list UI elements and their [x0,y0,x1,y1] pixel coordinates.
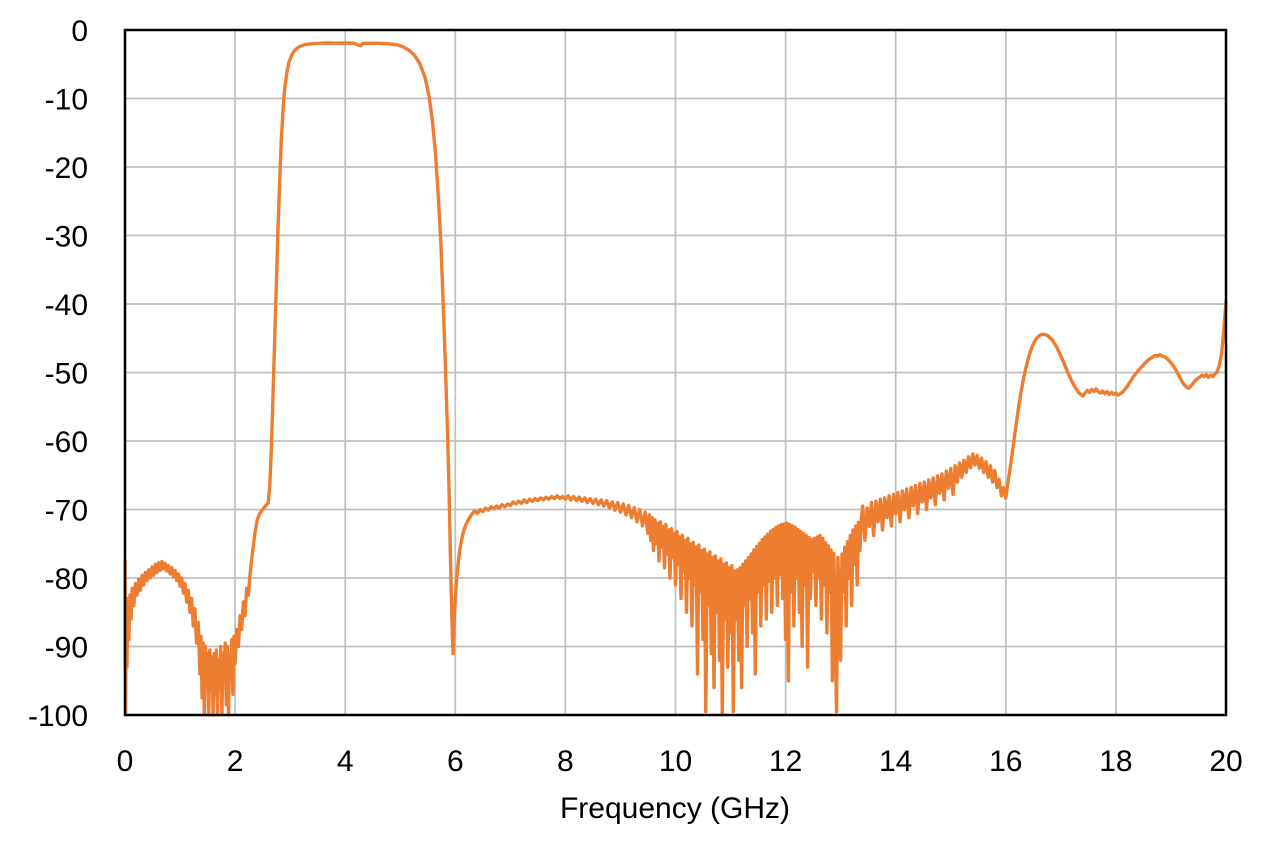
series-group [123,41,1228,717]
y-tick-label: -10 [45,84,88,117]
x-tick-label: 16 [989,745,1022,778]
x-tick-label: 8 [557,745,574,778]
series-line [123,41,1228,717]
x-axis-tick-labels: 0 2 4 6 8 10 12 14 16 18 20 [117,745,1243,778]
y-axis-tick-labels: 0 -10 -20 -30 -40 -50 -60 -70 -80 -90 -100 [28,15,88,733]
y-tick-label: -40 [45,289,88,322]
x-tick-label: 6 [447,745,464,778]
plot-border [123,28,1228,717]
y-tick-label: -90 [45,632,88,665]
y-tick-label: -70 [45,495,88,528]
y-tick-label: -60 [45,426,88,459]
y-tick-label: -20 [45,152,88,185]
y-tick-label: -50 [45,358,88,391]
y-tick-label: 0 [71,15,88,48]
x-tick-label: 4 [337,745,354,778]
x-tick-label: 20 [1209,745,1242,778]
x-tick-label: 10 [659,745,692,778]
x-tick-label: 12 [769,745,802,778]
x-tick-label: 14 [879,745,912,778]
y-tick-label: -100 [28,700,88,733]
x-tick-label: 18 [1099,745,1132,778]
x-tick-label: 2 [227,745,244,778]
x-axis-title: Frequency (GHz) [560,792,790,825]
y-tick-label: -80 [45,563,88,596]
gridlines [125,30,1226,715]
y-tick-label: -30 [45,221,88,254]
x-tick-label: 0 [117,745,134,778]
